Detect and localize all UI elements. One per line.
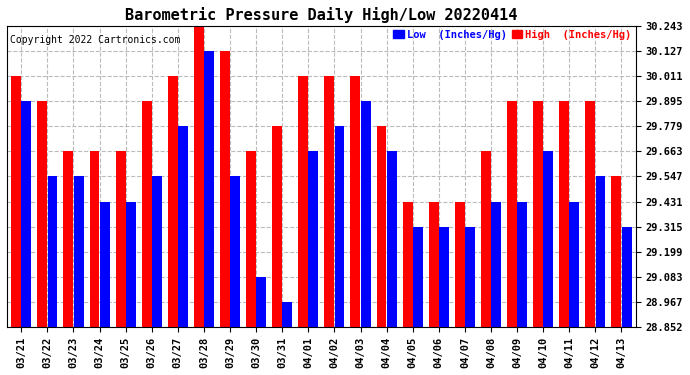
Bar (559, 101, 569, 327)
Legend: Low  (Inches/Hg), High  (Inches/Hg): Low (Inches/Hg), High (Inches/Hg) (389, 26, 635, 44)
Bar (11, 76, 21, 327)
Bar (351, 76, 360, 327)
Bar (439, 227, 449, 327)
Bar (152, 176, 162, 327)
Bar (491, 201, 501, 327)
Bar (611, 176, 622, 327)
Text: Copyright 2022 Cartronics.com: Copyright 2022 Cartronics.com (10, 34, 181, 45)
Bar (543, 151, 553, 327)
Bar (246, 151, 256, 327)
Bar (141, 101, 152, 327)
Bar (220, 51, 230, 327)
Bar (74, 176, 83, 327)
Bar (194, 26, 204, 327)
Bar (178, 126, 188, 327)
Bar (413, 227, 423, 327)
Bar (481, 151, 491, 327)
Bar (204, 51, 214, 327)
Bar (455, 201, 465, 327)
Bar (335, 126, 344, 327)
Bar (595, 176, 605, 327)
Bar (507, 101, 517, 327)
Bar (377, 126, 386, 327)
Bar (63, 151, 73, 327)
Bar (465, 227, 475, 327)
Bar (585, 101, 595, 327)
Bar (282, 302, 293, 327)
Bar (21, 101, 31, 327)
Bar (518, 201, 527, 327)
Bar (428, 201, 439, 327)
Bar (100, 201, 110, 327)
Bar (403, 201, 413, 327)
Bar (126, 201, 136, 327)
Bar (622, 227, 631, 327)
Bar (533, 101, 543, 327)
Bar (37, 101, 47, 327)
Bar (387, 151, 397, 327)
Title: Barometric Pressure Daily High/Low 20220414: Barometric Pressure Daily High/Low 20220… (125, 7, 518, 23)
Bar (569, 201, 580, 327)
Bar (116, 151, 126, 327)
Bar (48, 176, 57, 327)
Bar (308, 151, 318, 327)
Bar (230, 176, 240, 327)
Bar (90, 151, 99, 327)
Bar (361, 101, 371, 327)
Bar (324, 76, 335, 327)
Bar (272, 126, 282, 327)
Bar (298, 76, 308, 327)
Bar (256, 277, 266, 327)
Bar (168, 76, 178, 327)
